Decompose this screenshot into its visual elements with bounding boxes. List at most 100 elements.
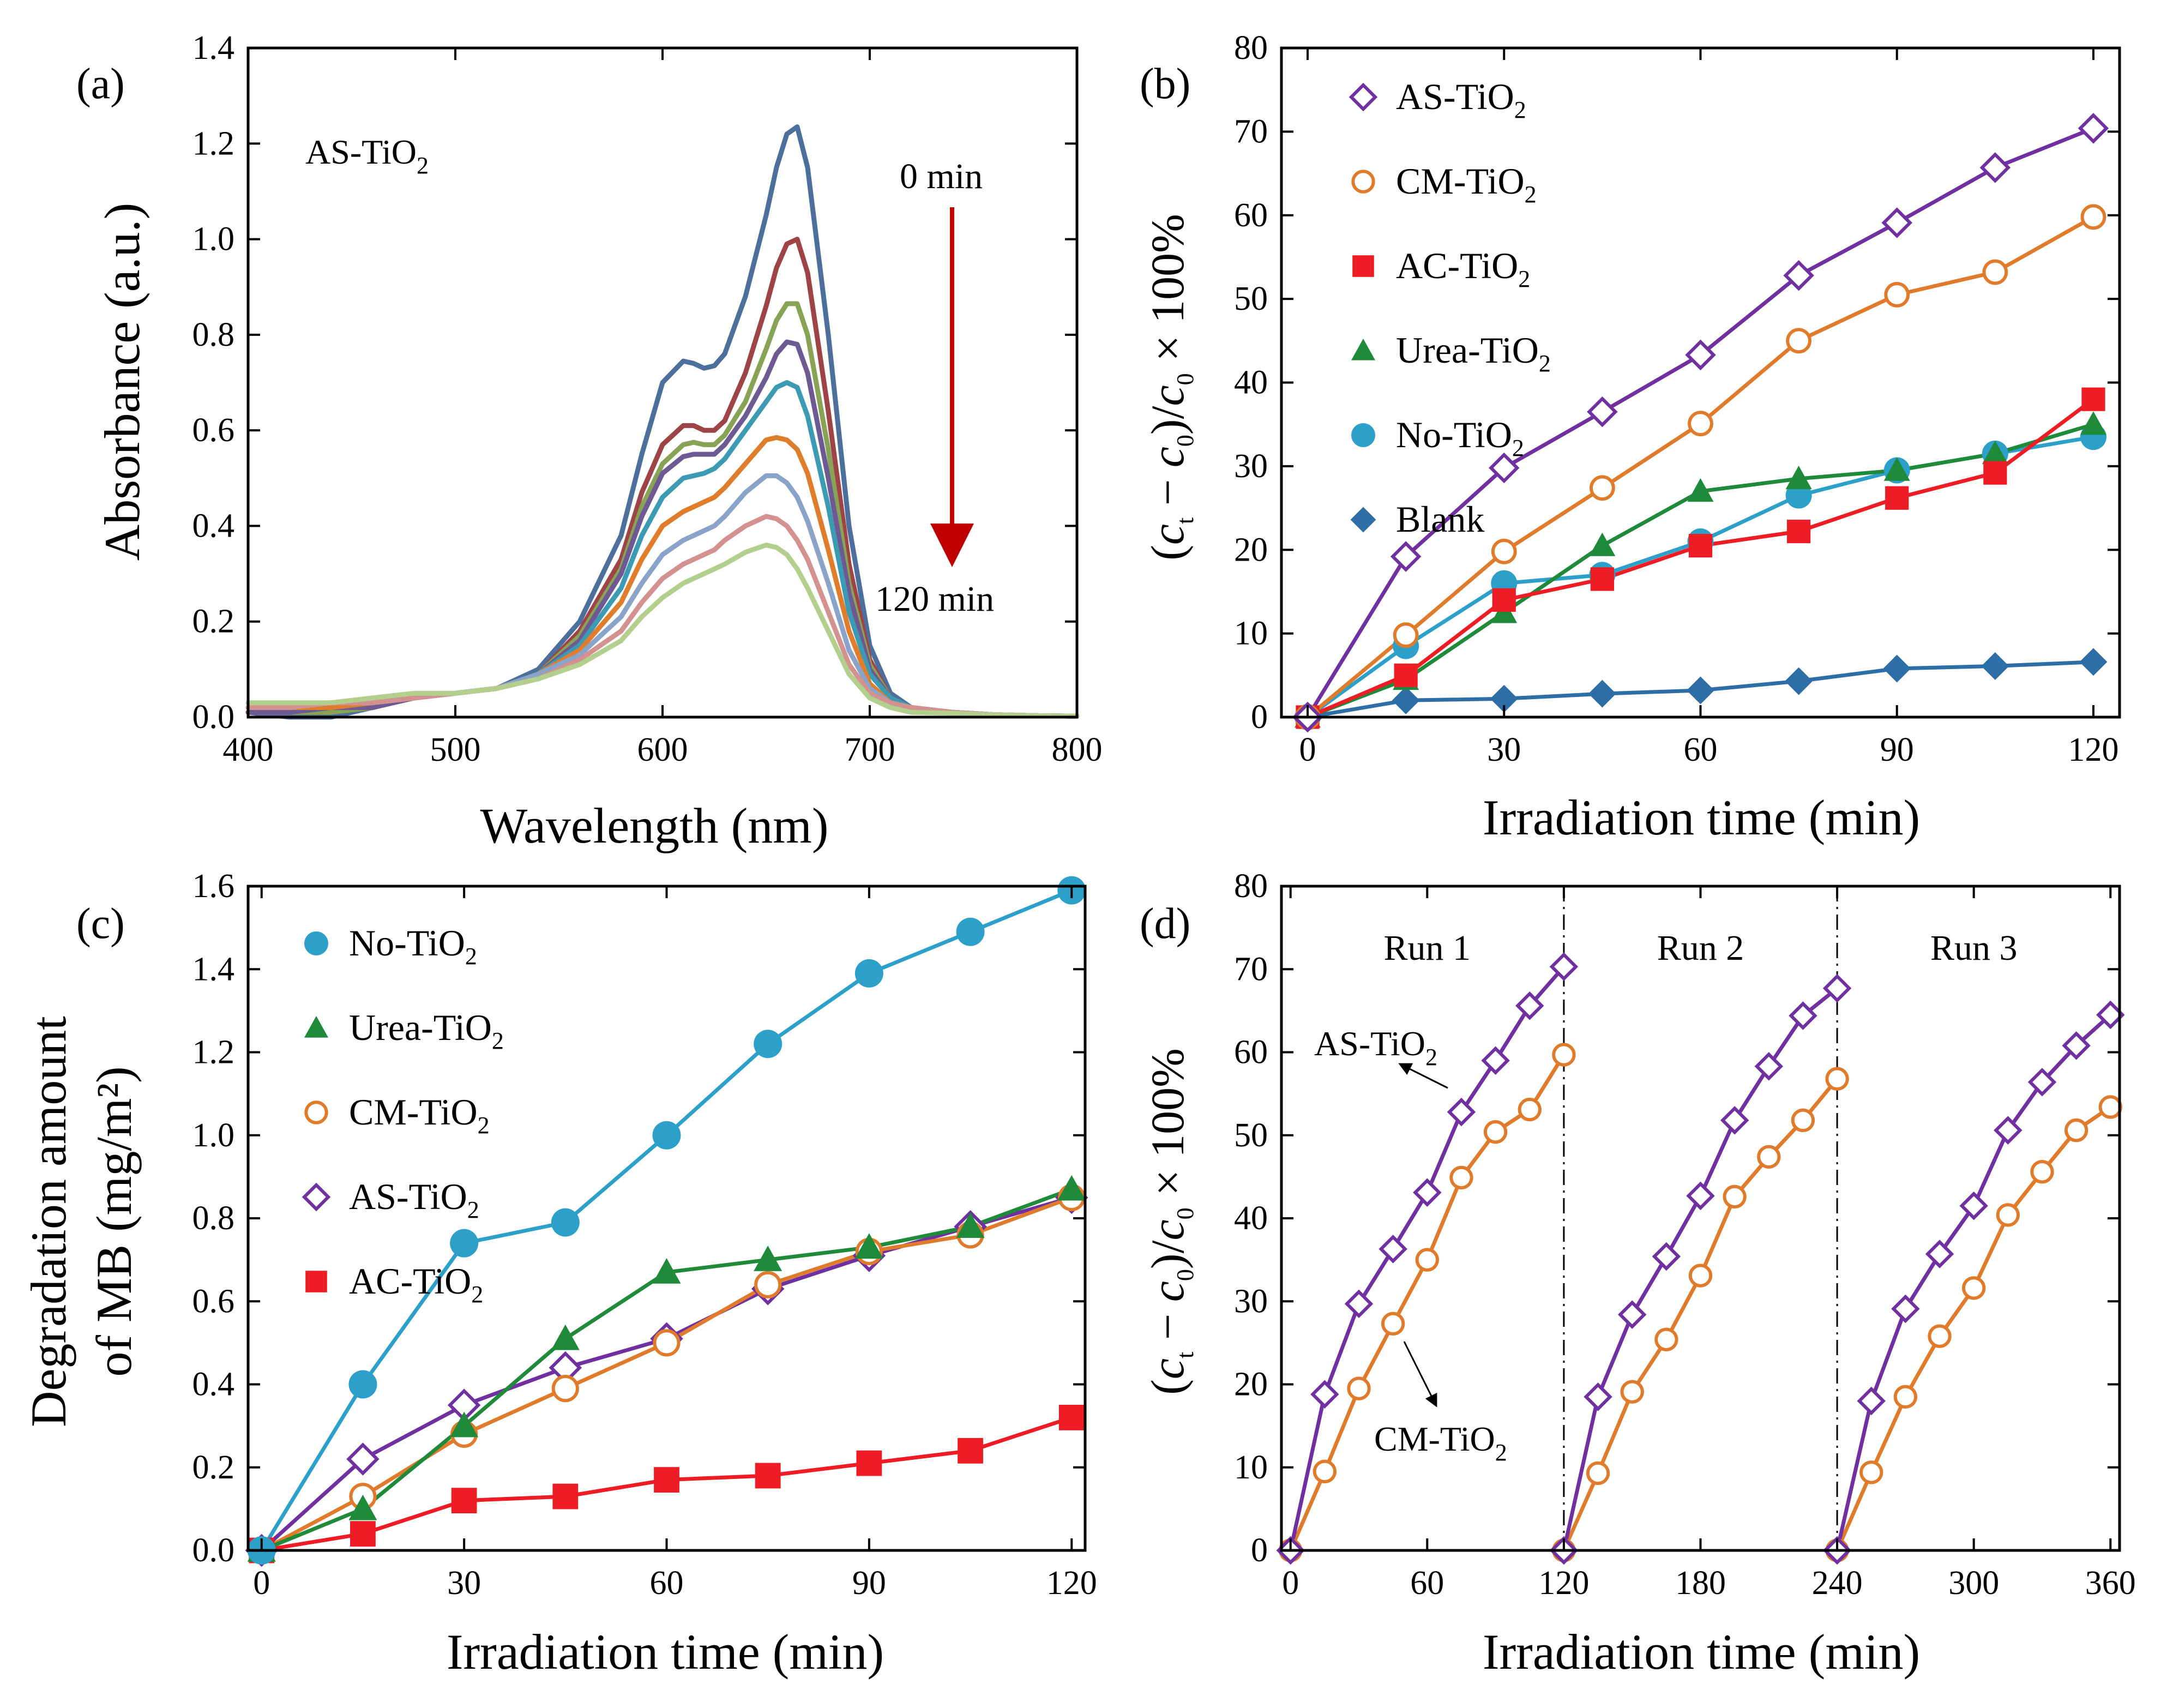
panel-c-series-line: [260, 1195, 1073, 1552]
panel-a-x-tick-label: 600: [637, 731, 688, 768]
panel-d-data-point: [1415, 1248, 1440, 1272]
panel-c-y-tick-label: 1.4: [192, 951, 235, 988]
panel-b-data-point: [1787, 519, 1811, 544]
panel-d-data-point: [2098, 1095, 2122, 1119]
panel-b-data-point: [1982, 440, 2008, 465]
panel-c-x-tick-label: 30: [447, 1565, 481, 1602]
panel-d-data-point: [1754, 1052, 1784, 1081]
panel-d-data-point: [1893, 1385, 1918, 1409]
panel-c-data-point: [854, 1233, 883, 1259]
panel-a-x-tick-label: 700: [845, 731, 895, 768]
panel-b-data-point: [2080, 204, 2106, 230]
panel-d-data-point: [2027, 1068, 2057, 1097]
panel-c-data-point: [450, 1411, 479, 1438]
panel-c-data-point: [652, 1121, 681, 1150]
panel-d-y-tick-label: 70: [1234, 951, 1268, 988]
panel-b-data-point: [1492, 588, 1516, 612]
panel-a-y-tick-label: 0.4: [192, 507, 235, 544]
panel-b-data-point: [1688, 411, 1713, 437]
panel-c-y-tick-label: 0.0: [192, 1532, 235, 1569]
panel-d-data-point: [2030, 1160, 2054, 1184]
panel-d-y-axis-title: (ct − c0)/c0 × 100%: [1141, 1048, 1199, 1395]
panel-a-y-tick-label: 0.2: [192, 603, 235, 640]
panel-c-legend: No-TiO2 Urea-TiO2 CM-TiO2 AS-TiO2 AC-TiO2: [302, 922, 504, 1308]
panel-a-arrow-start-label: 0 min: [900, 157, 983, 196]
panel-d-data-point: [1720, 1106, 1749, 1135]
panel-b-x-tick-label: 60: [1684, 731, 1718, 768]
panel-b-legend-marker: [1352, 255, 1374, 277]
panel-b-y-tick-label: 30: [1234, 448, 1268, 485]
panel-c-y-tick-label: 1.0: [192, 1117, 235, 1154]
panel-b-legend-marker: [1351, 423, 1375, 447]
panel-d-ticks: 0 60 120 180 240 300 360 0 10 20 30 40 50 60 70 80: [1234, 868, 2136, 1602]
panel-a: (a) 400 500 600 700 800 0.0 0.2 0.4 0.6 0.8 1.0 1.2…: [76, 29, 1103, 853]
panel-b-data-point: [1982, 259, 2008, 285]
panel-b-series-line: [1306, 215, 2094, 719]
panel-a-arrow-end-label: 120 min: [875, 579, 994, 619]
panel-c-data-point: [958, 1438, 983, 1464]
panel-b-y-axis-title: (ct − c0)/c0 × 100%: [1141, 214, 1199, 561]
panel-c-data-point: [754, 1030, 782, 1059]
panel-c-legend-marker: [304, 931, 328, 955]
panel-c-data-point: [1057, 1175, 1086, 1201]
panel-a-y-tick-label: 1.2: [192, 125, 235, 162]
panel-c-legend-label: Urea-TiO2: [349, 1007, 504, 1054]
panel-d-data-point: [1620, 1380, 1644, 1404]
panel-b-legend-marker: [1349, 82, 1378, 112]
panel-a-x-tick-label: 500: [430, 731, 481, 768]
panel-c-x-tick-label: 120: [1046, 1565, 1097, 1602]
panel-c-legend-marker: [305, 1271, 327, 1292]
panel-d-data-point: [1347, 1376, 1371, 1400]
panel-b-data-point: [2079, 648, 2108, 676]
panel-c-data-point: [350, 1521, 376, 1547]
panel-d-y-tick-label: 10: [1234, 1449, 1268, 1486]
panel-b-data-point: [1881, 207, 1912, 238]
panel-c-data-point: [346, 1442, 380, 1476]
panel-c-legend-label: No-TiO2: [349, 922, 477, 970]
panel-b-data-point: [1393, 622, 1419, 648]
panel-b-x-tick-label: 30: [1487, 731, 1521, 768]
panel-c-data-point: [956, 1212, 985, 1238]
panel-b-y-tick-label: 10: [1234, 615, 1268, 652]
run-label: Run 3: [1930, 928, 2018, 968]
panel-c-y-tick-label: 0.4: [192, 1366, 235, 1403]
panel-d-data-point: [1654, 1327, 1678, 1351]
panel-d-data-point: [1928, 1324, 1952, 1348]
panel-d-data-point: [2064, 1118, 2088, 1142]
panel-b-series-line: [1307, 422, 2094, 719]
panel-d-data-point: [1994, 1116, 2023, 1145]
panel-c-legend-label: CM-TiO2: [349, 1091, 490, 1139]
panel-b-legend-marker: [1351, 339, 1375, 360]
panel-b-legend-label: No-TiO2: [1396, 414, 1524, 461]
panel-d-data-point: [1586, 1461, 1610, 1486]
panel-b-legend: AS-TiO2 CM-TiO2 AC-TiO2 Urea-TiO2 No-TiO2 Bla…: [1349, 76, 1551, 540]
panel-b-data-point: [1590, 567, 1614, 591]
panel-c-data-point: [854, 959, 883, 988]
panel-c-x-tick-label: 90: [852, 1565, 886, 1602]
panel-b-data-point: [1587, 396, 1618, 428]
panel-d-data-point: [1381, 1312, 1405, 1336]
run-label: Run 2: [1657, 928, 1744, 968]
panel-c-data-point: [551, 1208, 580, 1237]
panel-d-data-point: [1447, 1097, 1476, 1127]
panel-d-series: [1276, 952, 2125, 1565]
panel-a-x-axis-title: Wavelength (nm): [480, 798, 829, 853]
panel-b-frame: [1280, 46, 2121, 719]
panel-c-legend-marker: [302, 1182, 331, 1212]
panel-d-x-tick-label: 300: [1948, 1565, 1999, 1602]
panel-b-data-point: [1394, 663, 1418, 687]
panel-d-data-point: [1552, 1043, 1576, 1067]
panel-d-y-tick-label: 20: [1234, 1366, 1268, 1403]
panel-b-y-tick-label: 60: [1234, 197, 1268, 234]
panel-d-data-point: [1549, 952, 1579, 981]
panel-d-data-point: [1344, 1289, 1374, 1319]
panel-b-data-point: [1885, 486, 1909, 510]
panel-c-data-point: [348, 1494, 377, 1520]
panel-d-annotation-as-tio2: AS-TiO2: [1314, 1024, 1437, 1070]
panel-b-data-point: [1687, 478, 1714, 502]
panel-b-legend-marker: [1350, 507, 1376, 533]
panel-c-x-tick-label: 0: [253, 1565, 270, 1602]
panel-d-data-point: [1825, 1067, 1849, 1091]
panel-b-data-point: [1884, 282, 1910, 308]
panel-c-y-tick-label: 1.6: [192, 868, 235, 905]
